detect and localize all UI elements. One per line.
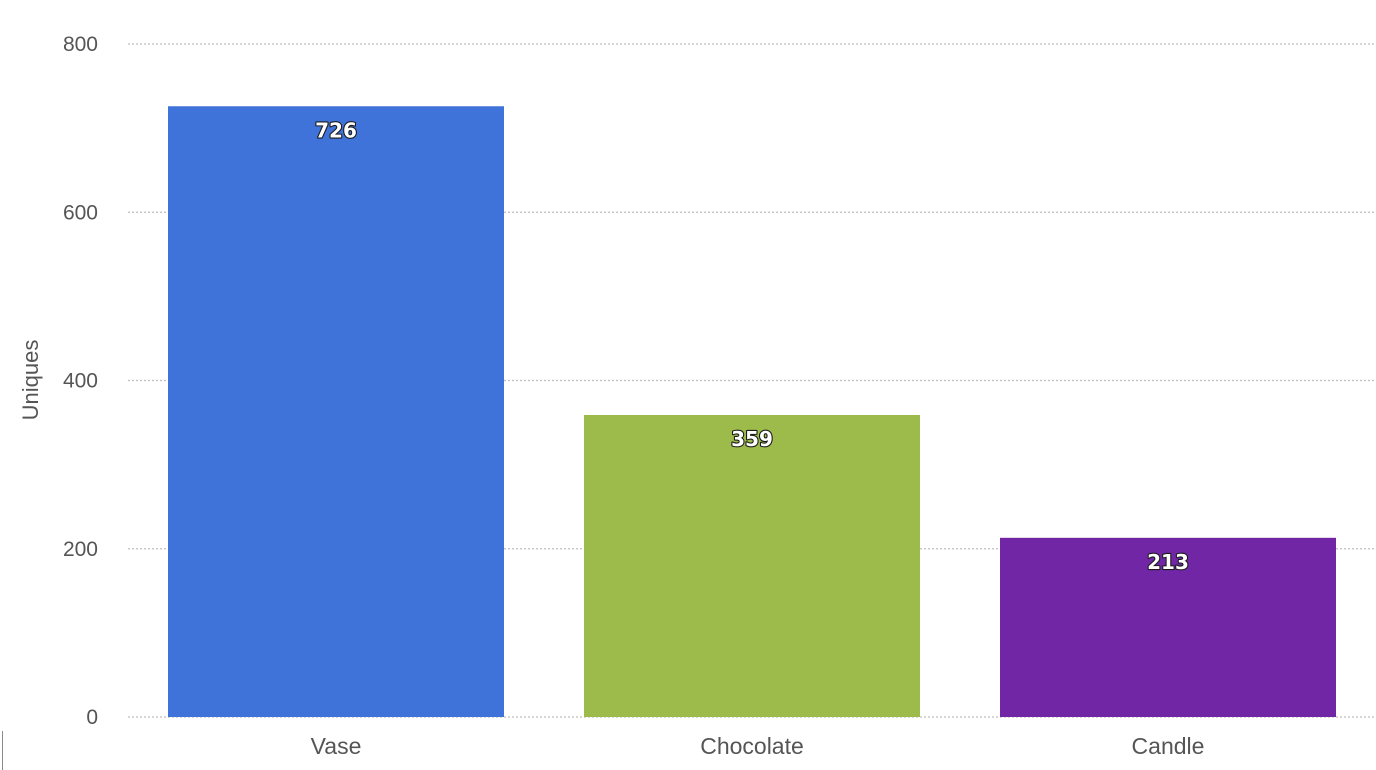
y-tick-label: 600	[63, 201, 98, 224]
y-tick-label: 0	[86, 706, 98, 729]
bar-vase	[168, 106, 504, 717]
x-axis-ticks: Vase Chocolate Candle	[311, 733, 1205, 759]
bar-candle	[1000, 537, 1336, 717]
data-label-chocolate: 359	[731, 427, 773, 451]
data-labels: 726 359 213	[314, 117, 1190, 575]
bar-chocolate	[584, 414, 920, 717]
y-axis-title: Uniques	[18, 340, 43, 421]
x-tick-label-candle: Candle	[1132, 733, 1205, 759]
y-axis-ticks: 0 200 400 600 800	[63, 33, 98, 729]
x-tick-label-vase: Vase	[311, 733, 362, 759]
y-tick-label: 400	[63, 370, 98, 393]
bars	[168, 106, 1336, 717]
y-tick-label: 200	[63, 538, 98, 561]
data-label-candle: 213	[1147, 550, 1189, 574]
y-tick-label: 800	[63, 33, 98, 56]
data-label-vase: 726	[315, 118, 357, 142]
x-tick-label-chocolate: Chocolate	[700, 733, 804, 759]
